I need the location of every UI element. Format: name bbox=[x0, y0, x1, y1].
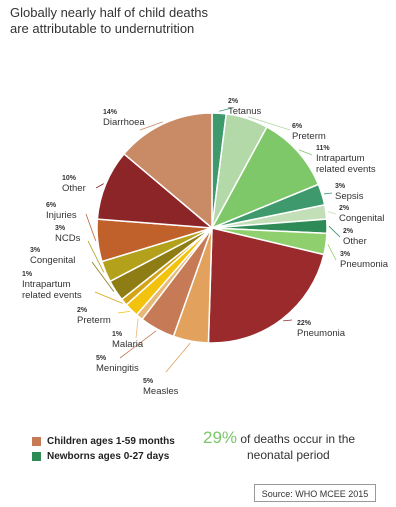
leader-line bbox=[95, 183, 104, 189]
leader-line bbox=[94, 291, 123, 304]
leader-line bbox=[135, 318, 139, 339]
slice-name-label: Tetanus bbox=[228, 106, 262, 117]
slice-percent-label: 10% bbox=[62, 175, 77, 182]
leader-line bbox=[117, 310, 130, 314]
leader-line bbox=[327, 244, 337, 261]
slice-name-label: Malaria bbox=[112, 339, 144, 350]
slice-name-label: Preterm bbox=[292, 131, 326, 142]
slice-name-label: Intrapartum bbox=[316, 153, 365, 164]
slice-percent-label: 5% bbox=[96, 355, 107, 362]
slice-percent-label: 14% bbox=[103, 109, 118, 116]
title-line-2: are attributable to undernutrition bbox=[10, 21, 195, 36]
title-line-1: Globally nearly half of child deaths bbox=[10, 5, 209, 20]
leader-line bbox=[327, 211, 337, 215]
slice-percent-label: 1% bbox=[112, 331, 123, 338]
legend-item-newborns: Newborns ages 0-27 days bbox=[32, 449, 175, 464]
slice-percent-label: 3% bbox=[335, 183, 346, 190]
slice-percent-label: 6% bbox=[292, 123, 303, 130]
leader-line bbox=[87, 240, 105, 273]
leader-line bbox=[219, 107, 233, 112]
slice-percent-label: 5% bbox=[143, 378, 154, 385]
legend-swatch-newborns bbox=[32, 452, 41, 461]
slice-name-label: Diarrhoea bbox=[103, 117, 145, 128]
slice-name-label: Sepsis bbox=[335, 191, 364, 202]
slice-name-label: Pneumonia bbox=[340, 259, 389, 270]
legend-label-newborns: Newborns ages 0-27 days bbox=[47, 451, 170, 462]
leader-line bbox=[283, 319, 293, 322]
slice-percent-label: 6% bbox=[46, 202, 57, 209]
legend: Children ages 1-59 months Newborns ages … bbox=[32, 434, 175, 464]
slice-name-label: NCDs bbox=[55, 233, 81, 244]
leader-line bbox=[323, 192, 333, 195]
slice-percent-label: 3% bbox=[30, 247, 41, 254]
chart-title: Globally nearly half of child deaths are… bbox=[10, 5, 270, 37]
slice-name-label: Preterm bbox=[77, 315, 111, 326]
leader-line bbox=[165, 342, 191, 373]
source-note: Source: WHO MCEE 2015 bbox=[254, 484, 376, 502]
slice-name-label: Measles bbox=[143, 386, 179, 397]
slice-name-label: Meningitis bbox=[96, 363, 139, 374]
slice-name-label: Other bbox=[343, 236, 367, 247]
leader-line bbox=[328, 225, 341, 238]
slice-percent-label: 1% bbox=[22, 271, 33, 278]
pie-slice-child-pneumonia bbox=[207, 227, 325, 344]
slice-name-label: related events bbox=[22, 290, 82, 301]
legend-item-children: Children ages 1-59 months bbox=[32, 434, 175, 449]
slice-percent-label: 2% bbox=[343, 228, 354, 235]
legend-swatch-children bbox=[32, 437, 41, 446]
neonatal-percent: 29% bbox=[203, 428, 238, 447]
leader-line bbox=[119, 330, 157, 359]
pie-slice-child-other bbox=[96, 152, 215, 229]
slice-percent-label: 2% bbox=[228, 98, 239, 105]
leader-line bbox=[298, 149, 313, 156]
leader-line bbox=[247, 116, 291, 131]
slice-percent-label: 2% bbox=[339, 205, 350, 212]
neonatal-text-1: of deaths occur in the bbox=[237, 432, 356, 446]
leader-line bbox=[85, 213, 97, 241]
pie-slice-child-diarrhoea bbox=[122, 112, 213, 230]
slice-percent-label: 3% bbox=[340, 251, 351, 258]
slice-name-label: Intrapartum bbox=[22, 279, 71, 290]
slice-name-label: Pneumonia bbox=[297, 328, 346, 339]
pie-slice-newborn-intrapartum-related-events bbox=[210, 125, 320, 230]
slice-percent-label: 3% bbox=[55, 225, 66, 232]
slice-name-label: Congenital bbox=[30, 255, 75, 266]
leader-line bbox=[139, 121, 163, 131]
slice-percent-label: 2% bbox=[77, 307, 88, 314]
slice-name-label: Congenital bbox=[339, 213, 384, 224]
slice-name-label: Other bbox=[62, 183, 86, 194]
neonatal-text-2: neonatal period bbox=[247, 448, 330, 462]
slice-name-label: Injuries bbox=[46, 210, 77, 221]
legend-label-children: Children ages 1-59 months bbox=[47, 436, 175, 447]
slice-name-label: related events bbox=[316, 164, 376, 175]
leader-line bbox=[91, 261, 115, 292]
slice-percent-label: 22% bbox=[297, 320, 312, 327]
slice-percent-label: 11% bbox=[316, 145, 330, 152]
pie-chart: 2%Tetanus6%Preterm11%Intrapartumrelated … bbox=[22, 98, 389, 397]
neonatal-callout: 29% of deaths occur in the neonatal peri… bbox=[203, 428, 383, 463]
